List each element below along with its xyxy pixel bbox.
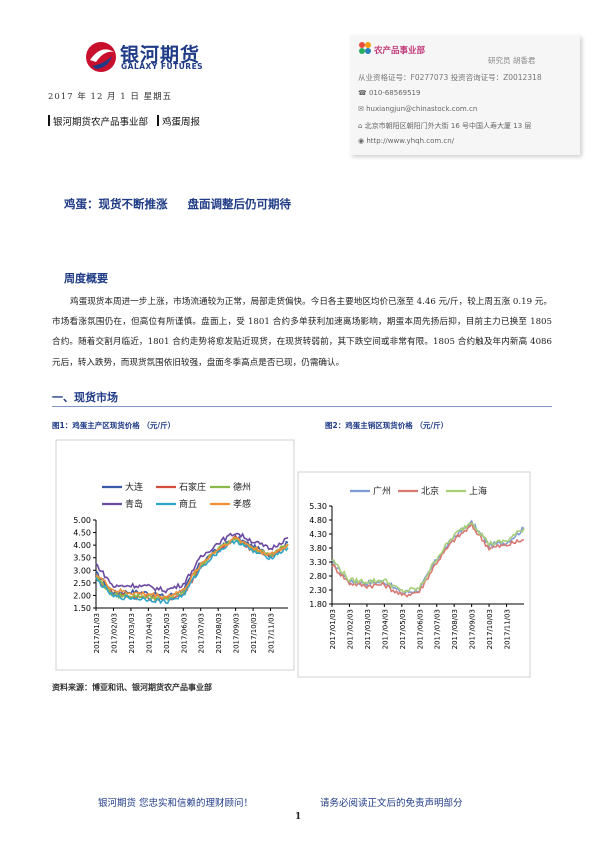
x-tick-label: 2017/03/03 [128,613,136,653]
legend-label: 大连 [125,481,143,493]
x-tick-label: 2017/06/03 [180,613,188,653]
report-title: 鸡蛋：现货不断推涨 盘面调整后仍可期待 [64,196,311,212]
footer-slogan: 银河期货 您忠实和信赖的理财顾问！ [98,798,254,809]
x-tick-label: 2017/07/03 [198,613,206,653]
figure1-caption: 图1：鸡蛋主产区现货价格 （元/斤） [52,421,176,430]
y-tick-label: 2.80 [309,572,327,581]
legend-label: 石家庄 [179,481,206,493]
address-text: 北京市朝阳区朝阳门外大街 16 号中国人寿大厦 13 层 [364,122,532,130]
y-tick-label: 5.00 [73,516,91,525]
y-tick-label: 4.30 [309,530,327,539]
web-icon: ◉ [358,137,367,145]
y-tick-label: 2.50 [73,579,91,588]
agri-dept-logo-icon [359,42,371,54]
x-tick-label: 2017/05/03 [399,609,407,649]
title-sub: 盘面调整后仍可期待 [187,197,292,211]
page-number: 1 [295,812,302,822]
researcher-name: 研究员 胡香君 [488,56,536,65]
series-line-上海 [331,522,525,594]
x-tick-label: 2017/10/03 [486,609,494,649]
chart-consuming-areas: 1.80 2.30 2.80 3.30 3.80 4.30 4.80 5.30 2017/01/… [297,471,531,678]
section-rule [52,406,552,407]
legend-label: 上海 [469,485,487,497]
y-tick-label: 4.00 [73,541,91,550]
series-line-广州 [331,519,525,595]
title-main: 鸡蛋：现货不断推涨 [64,197,168,211]
x-tick-label: 2017/01/03 [329,609,337,649]
y-tick-label: 4.50 [73,529,91,538]
x-tick-label: 2017/08/03 [451,609,459,649]
spot-heading: 一、现货市场 [52,391,118,404]
phone-icon: ☎ [358,89,369,97]
report-type: 鸡蛋周报 [162,117,201,128]
logo-english: GALAXY FUTURES [121,62,204,71]
x-tick-label: 2017/07/03 [434,609,442,649]
x-tick-label: 2017/05/03 [163,613,171,653]
divider-bar [157,115,160,126]
y-tick-label: 3.00 [73,566,91,575]
chart-producing-areas: 1.50 2.00 2.50 3.00 3.50 4.00 4.50 5.00 2017/01/… [55,439,295,671]
series-line-孝感 [95,536,289,600]
weekly-heading: 周度概要 [64,272,108,285]
email-address[interactable]: huxiangjun@chinastock.com.cn [366,105,478,113]
chart-frame [55,439,295,671]
legend-label: 广州 [373,485,391,497]
x-tick-label: 2017/04/03 [381,609,389,649]
department-line: 银河期货农产品事业部 鸡蛋周报 [48,114,200,128]
galaxy-logo-icon [86,42,116,72]
x-tick-label: 2017/11/03 [268,613,276,653]
legend-label: 商丘 [179,498,197,510]
figure2-caption: 图2：鸡蛋主销区现货价格 （元/斤） [325,421,449,430]
series-line-北京 [331,521,525,598]
y-tick-label: 3.50 [73,554,91,563]
address-icon: ⌂ [358,122,365,130]
website-row: ◉ http://www.yhqh.com.cn/ [358,137,454,145]
license-numbers: 从业资格证号：F0277073 投资咨询证号：Z0012318 [358,73,542,82]
y-tick-label: 5.30 [309,502,327,511]
weekly-summary: 鸡蛋现货本周进一步上涨，市场流通较为正常，局部走货偏快。今日各主要地区均价已涨至… [52,297,552,368]
legend-label: 青岛 [125,498,143,510]
data-source: 资料来源：博亚和讯、银河期货农产品事业部 [52,682,212,692]
x-tick-label: 2017/09/03 [233,613,241,653]
contact-card: 农产品事业部 研究员 胡香君 从业资格证号：F0277073 投资咨询证号：Z0… [350,35,580,155]
series-line-商丘 [95,539,289,605]
divider-bar [48,115,50,126]
x-tick-label: 2017/01/03 [93,613,101,653]
logo-chinese: 银河期货 [120,44,201,66]
chart-frame [297,471,531,678]
email-icon: ✉ [358,105,367,113]
address-row: ⌂ 北京市朝阳区朝阳门外大街 16 号中国人寿大厦 13 层 [358,121,531,131]
y-tick-label: 2.00 [73,591,91,600]
x-tick-label: 2017/02/03 [110,613,118,653]
x-tick-label: 2017/06/03 [416,609,424,649]
x-tick-label: 2017/09/03 [469,609,477,649]
x-tick-label: 2017/03/03 [364,609,372,649]
x-tick-label: 2017/04/03 [145,613,153,653]
footer-disclaimer: 请务必阅读正文后的免责声明部分 [320,798,463,809]
x-tick-label: 2017/10/03 [250,613,258,653]
department-name: 银河期货农产品事业部 [53,117,149,128]
series-line-大连 [95,534,289,599]
legend-label: 孝感 [233,498,251,510]
series-line-青岛 [95,532,289,594]
report-date: 2017 年 12 月 1 日 星期五 [48,92,173,102]
y-tick-label: 2.30 [309,586,327,595]
x-tick-label: 2017/11/03 [504,609,512,649]
y-tick-label: 1.50 [73,604,91,613]
phone-row: ☎ 010-68569519 [358,89,420,97]
legend-label: 德州 [233,481,251,493]
y-tick-label: 4.80 [309,516,327,525]
legend-label: 北京 [421,485,439,497]
website-link[interactable]: http://www.yhqh.com.cn/ [366,137,455,145]
y-tick-label: 1.80 [309,600,327,609]
email-row: ✉ huxiangjun@chinastock.com.cn [358,105,477,113]
phone-number: 010-68569519 [368,89,421,97]
x-tick-label: 2017/08/03 [215,613,223,653]
y-tick-label: 3.80 [309,544,327,553]
y-tick-label: 3.30 [309,558,327,567]
card-department: 农产品事业部 [374,46,426,56]
x-tick-label: 2017/02/03 [346,609,354,649]
